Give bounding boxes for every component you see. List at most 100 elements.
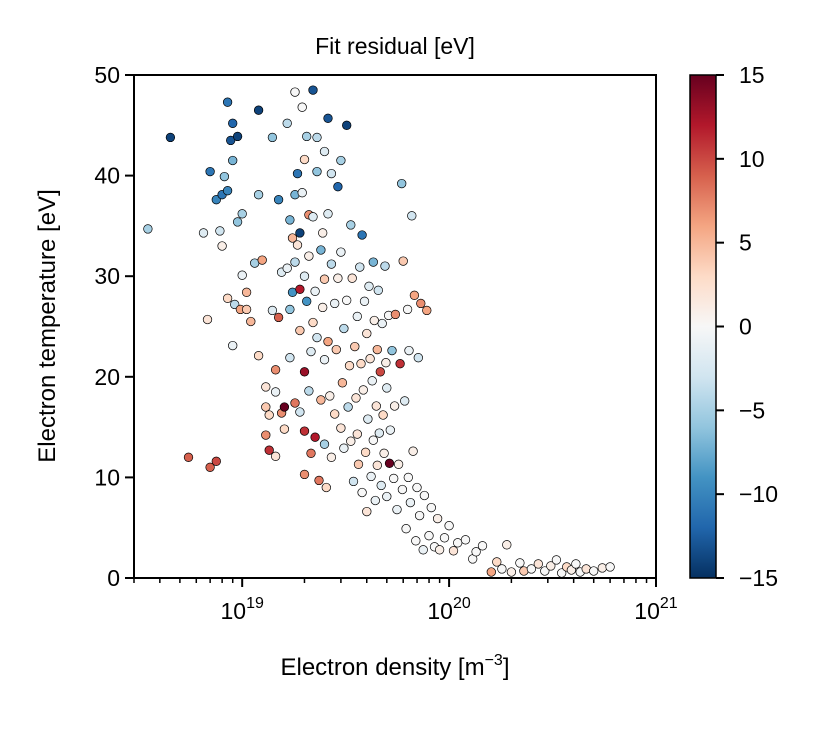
data-point: [398, 256, 408, 266]
data-point: [287, 233, 298, 243]
data-point: [264, 445, 274, 455]
data-point: [292, 168, 303, 179]
data-point: [323, 209, 333, 219]
data-point: [299, 367, 310, 377]
data-point: [374, 428, 384, 438]
data-point: [368, 257, 378, 267]
data-point: [348, 476, 359, 487]
data-point: [414, 510, 425, 521]
x-tick-label-exponent: 20: [453, 595, 471, 612]
data-point: [323, 113, 333, 123]
x-axis-label: Electron density [m−3]: [280, 652, 509, 681]
data-point: [416, 298, 426, 309]
data-point: [402, 304, 413, 315]
data-point: [143, 224, 153, 234]
data-point: [295, 228, 305, 238]
x-tick-label: 1020: [427, 595, 470, 624]
data-point: [295, 325, 305, 336]
data-point: [370, 495, 380, 506]
data-point: [326, 452, 337, 462]
data-point: [422, 305, 432, 316]
data-point: [299, 271, 310, 281]
data-point: [419, 490, 430, 501]
data-point: [228, 155, 238, 166]
data-point: [302, 131, 312, 142]
data-point: [253, 105, 264, 115]
data-point: [369, 315, 379, 326]
data-point: [380, 261, 390, 271]
data-point: [395, 359, 405, 369]
data-point: [343, 402, 353, 412]
data-point: [222, 186, 233, 196]
data-point: [355, 262, 365, 272]
data-point: [279, 402, 290, 412]
data-point: [290, 257, 300, 267]
data-point: [295, 407, 305, 417]
data-point: [297, 102, 307, 112]
data-point: [352, 311, 362, 322]
data-point: [424, 531, 434, 541]
data-point: [273, 195, 284, 205]
data-point: [368, 435, 378, 445]
data-point: [299, 154, 310, 165]
data-point: [533, 559, 543, 569]
colorbar-tick-label: 5: [739, 230, 752, 256]
data-point: [413, 353, 423, 363]
data-point: [198, 228, 209, 238]
data-point: [346, 220, 356, 230]
data-point: [502, 540, 512, 550]
data-point: [228, 118, 238, 128]
data-point: [295, 284, 305, 294]
data-point: [319, 274, 330, 284]
x-tick-label-base: 10: [427, 598, 453, 624]
y-tick-label: 40: [94, 163, 120, 189]
data-point: [257, 255, 267, 265]
data-point: [308, 85, 318, 95]
data-point: [333, 273, 343, 283]
data-point: [339, 443, 349, 453]
data-point: [319, 355, 330, 365]
data-point: [477, 541, 488, 551]
data-point: [267, 132, 278, 143]
data-point: [400, 396, 410, 406]
data-point: [321, 482, 331, 493]
data-point: [205, 166, 215, 177]
data-point: [546, 561, 556, 571]
colorbar-tick-label: 15: [739, 62, 765, 88]
data-point: [360, 447, 371, 457]
data-point: [409, 290, 420, 300]
plot-frame: [133, 74, 657, 579]
data-point: [285, 353, 295, 363]
data-point: [540, 566, 550, 576]
y-tick-label: 20: [94, 364, 120, 390]
data-point: [448, 546, 459, 556]
data-point: [219, 171, 230, 182]
data-point: [405, 497, 416, 508]
data-point: [350, 341, 360, 352]
data-point: [325, 391, 335, 401]
data-point: [571, 559, 581, 569]
data-point: [347, 273, 357, 283]
data-point: [205, 462, 215, 472]
data-point: [282, 263, 292, 273]
data-point: [372, 344, 382, 355]
data-point: [264, 410, 274, 420]
data-point: [285, 215, 295, 225]
data-point: [336, 155, 346, 166]
data-point: [339, 323, 349, 334]
data-point: [597, 563, 607, 573]
data-point: [279, 424, 290, 434]
data-point: [316, 395, 326, 405]
data-point: [308, 317, 318, 328]
data-point: [403, 472, 413, 483]
data-point: [308, 212, 318, 222]
x-axis-label-main: Electron density [m: [280, 654, 484, 681]
data-point: [393, 459, 404, 469]
data-point: [387, 345, 397, 356]
data-point: [497, 564, 507, 574]
data-point: [215, 226, 225, 236]
colorbar-tick-label: 10: [739, 146, 765, 172]
data-point: [330, 409, 340, 419]
data-point: [397, 484, 408, 495]
data-point: [356, 359, 366, 369]
